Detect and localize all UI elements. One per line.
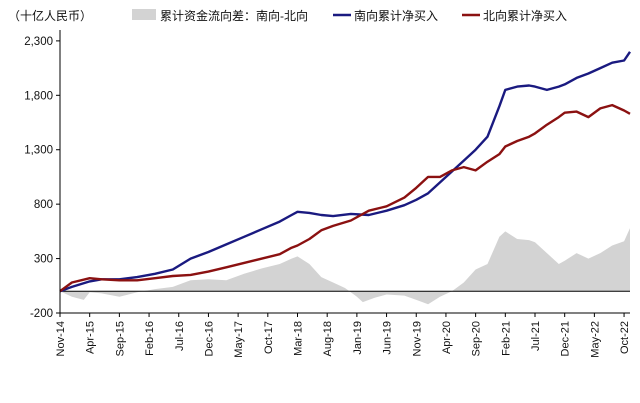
x-tick-label: Feb-16 bbox=[144, 321, 156, 356]
area-series-fill bbox=[60, 228, 630, 305]
x-tick-label: Nov-14 bbox=[55, 321, 67, 356]
x-tick-label: Dec-16 bbox=[203, 321, 215, 356]
line-series-2 bbox=[59, 103, 631, 293]
y-tick-label: 1,800 bbox=[24, 90, 53, 102]
legend-item-south: 南向累计净买入 bbox=[333, 8, 438, 23]
x-tick-label: May-22 bbox=[589, 321, 601, 358]
legend: 累计资金流向差：南向-北向 南向累计净买入 北向累计净买入 bbox=[132, 8, 567, 23]
x-tick-label: Feb-21 bbox=[500, 321, 512, 356]
x-tick-label: Apr-15 bbox=[85, 321, 97, 354]
legend-label-area: 累计资金流向差：南向-北向 bbox=[160, 8, 308, 23]
x-tick-label: Sep-20 bbox=[471, 321, 483, 356]
y-tick-label: 2,300 bbox=[24, 36, 53, 48]
x-tick-label: Oct-22 bbox=[619, 321, 631, 354]
x-tick-label: May-17 bbox=[233, 321, 245, 358]
unit-label: （十亿人民币） bbox=[8, 8, 92, 23]
x-tick-label: Jul-16 bbox=[174, 321, 186, 351]
x-tick-label: Jul-21 bbox=[530, 321, 542, 351]
x-tick-label: Apr-20 bbox=[441, 321, 453, 354]
legend-swatch-area bbox=[132, 9, 156, 20]
y-tick-label: 800 bbox=[34, 199, 53, 211]
x-tick-label: Aug-18 bbox=[322, 321, 334, 356]
legend-item-area: 累计资金流向差：南向-北向 bbox=[132, 8, 308, 23]
y-tick-label: 1,300 bbox=[24, 145, 53, 157]
plot-area: -200 300 800 1,300 1,800 2,300 Nov-14 Apr-15 Sep… bbox=[24, 30, 631, 358]
legend-label-north: 北向累计净买入 bbox=[483, 8, 567, 23]
line-series-1 bbox=[59, 51, 631, 293]
y-tick-label: 300 bbox=[34, 254, 53, 266]
y-tick-label: -200 bbox=[30, 308, 53, 320]
x-tick-label: Oct-17 bbox=[263, 321, 275, 354]
x-tick-label: Sep-15 bbox=[114, 321, 126, 356]
x-tick-label: Jun-19 bbox=[382, 321, 394, 355]
x-tick-label: Jan-19 bbox=[352, 321, 364, 355]
x-tick-label: Nov-19 bbox=[411, 321, 423, 356]
x-tick-label: Mar-18 bbox=[293, 321, 305, 356]
legend-item-north: 北向累计净买入 bbox=[462, 8, 567, 23]
legend-label-south: 南向累计净买入 bbox=[354, 8, 438, 23]
x-tick-label: Dec-21 bbox=[560, 321, 572, 356]
